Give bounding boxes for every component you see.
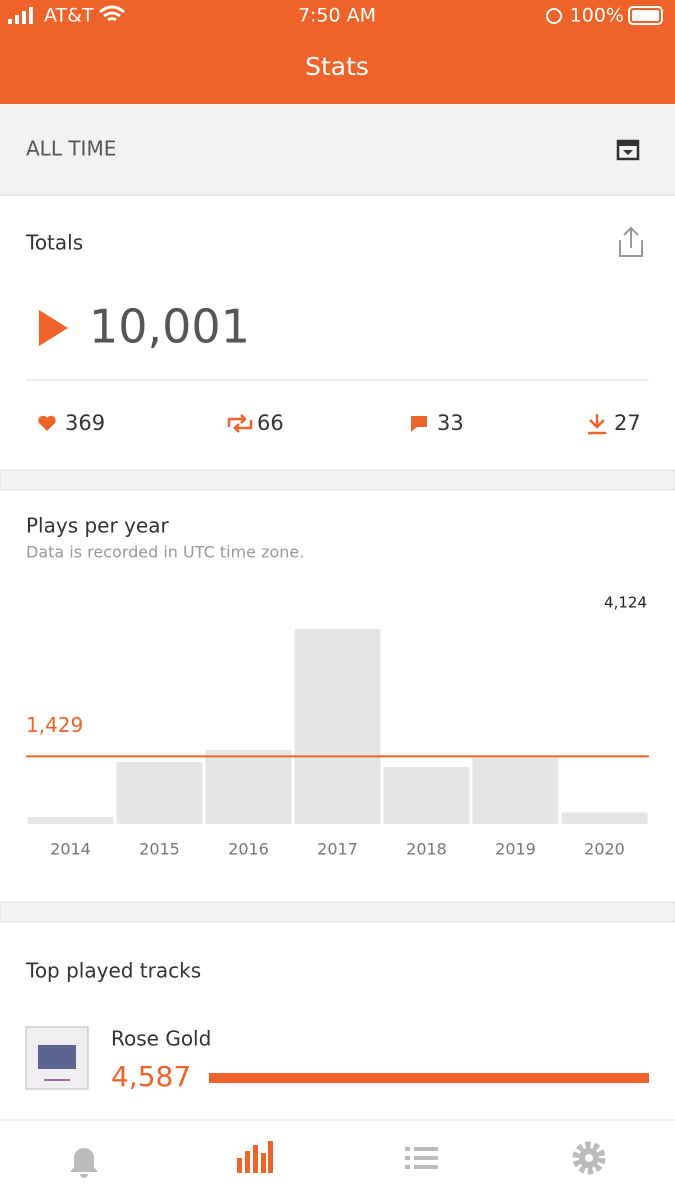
chart: 2014 2015 2016 2017 4,124 2018 2019 2020 1,429 [26,594,649,859]
likes-count: 369 [65,411,105,435]
clock: 7:50 AM [298,5,376,27]
x-tick-label: 2018 [406,840,447,859]
track-plays-bar [209,1073,649,1083]
x-tick-label: 2017 [317,840,358,859]
share-icon[interactable] [619,226,643,257]
tracks-title: Top played tracks [25,959,201,983]
battery-percent: 100% [570,5,624,27]
bar [294,629,381,824]
bar [561,812,648,824]
reposts-count: 66 [257,411,284,435]
download-icon [588,414,606,435]
x-tick-label: 2020 [584,840,625,859]
period-label[interactable]: ALL TIME [26,137,116,161]
bar [116,762,203,824]
track-artwork [25,1026,89,1090]
header-title: Stats [305,52,369,81]
downloads-count: 27 [614,411,641,435]
bar [472,757,559,824]
track-name[interactable]: Rose Gold [111,1027,211,1051]
play-icon [39,310,68,346]
tab-stats[interactable] [237,1141,273,1173]
period-bar [0,104,675,195]
tab-notifications[interactable] [70,1148,98,1178]
battery-icon [628,6,663,25]
section-gap [0,901,675,923]
tracks: 4,587 [111,1060,649,1093]
average-label: 1,429 [26,713,83,737]
total-plays: 10,001 [89,300,250,354]
section-gap [0,469,675,491]
bar [27,816,114,824]
calendar-icon[interactable] [616,139,640,161]
x-tick-label: 2015 [139,840,180,859]
tab-library[interactable] [405,1147,438,1169]
tab-settings[interactable] [572,1141,606,1175]
signal-icon [8,7,33,24]
bar [205,750,292,824]
value-label: 4,124 [604,594,647,612]
battery-level [632,10,659,21]
carrier: AT&T [44,5,94,27]
chart-subtitle: Data is recorded in UTC time zone. [26,543,304,562]
x-tick-label: 2019 [495,840,536,859]
comment-icon [411,416,427,432]
totals-title: Totals [25,231,83,255]
chart-title: Plays per year [26,514,169,538]
lock-icon [546,8,562,24]
x-tick-label: 2014 [50,840,91,859]
like-icon [38,415,56,431]
track-plays: 4,587 [111,1060,191,1093]
comments-count: 33 [437,411,464,435]
repost-icon [227,414,253,433]
x-tick-label: 2016 [228,840,269,859]
bar [383,767,470,824]
wifi-icon [99,5,125,22]
